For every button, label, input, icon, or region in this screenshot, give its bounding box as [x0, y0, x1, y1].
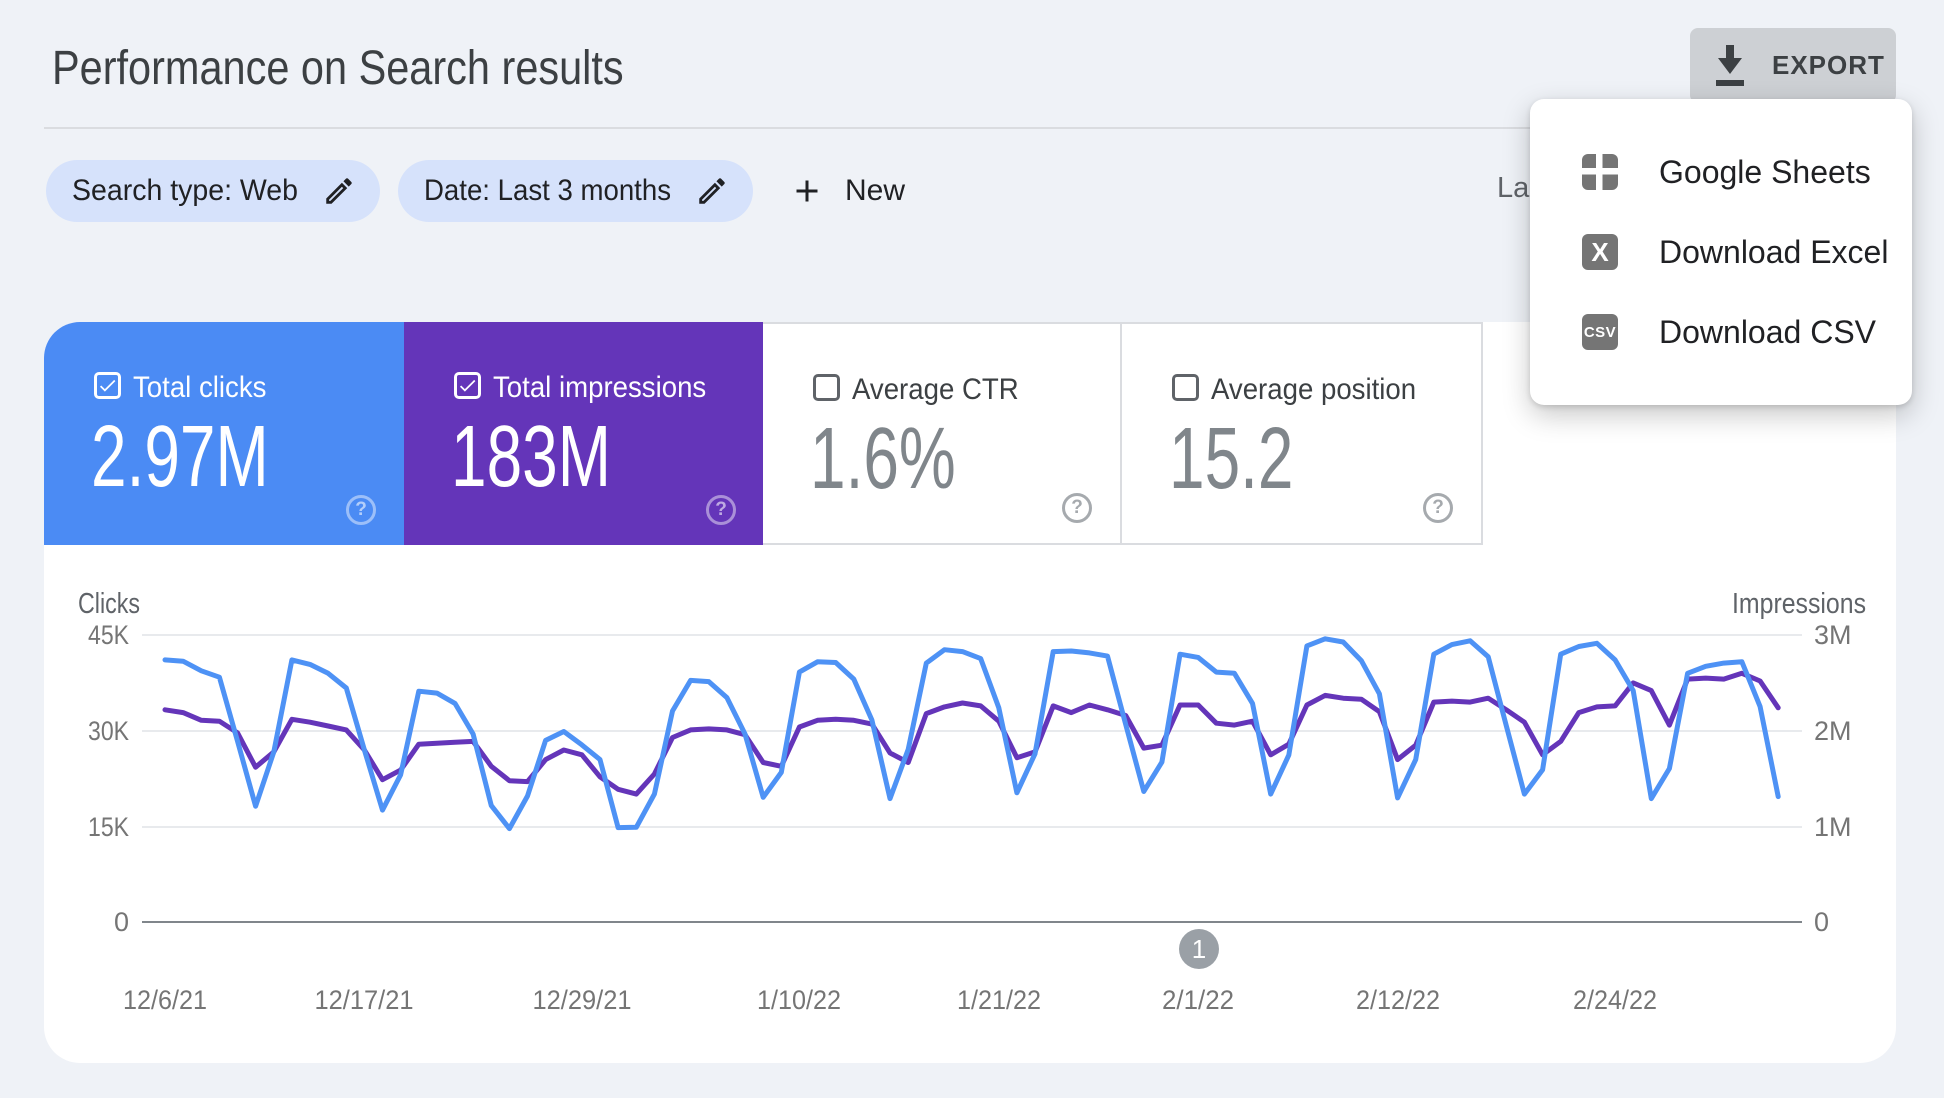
- svg-text:1/21/22: 1/21/22: [957, 985, 1041, 1015]
- svg-text:30K: 30K: [88, 716, 129, 746]
- svg-text:45K: 45K: [88, 620, 129, 650]
- svg-text:Clicks: Clicks: [78, 588, 140, 620]
- svg-text:1/10/22: 1/10/22: [757, 985, 841, 1015]
- svg-text:2/24/22: 2/24/22: [1573, 985, 1657, 1015]
- svg-text:CSV: CSV: [1584, 324, 1616, 341]
- svg-text:3M: 3M: [1814, 620, 1852, 650]
- svg-text:0: 0: [1814, 907, 1829, 937]
- svg-text:2/1/22: 2/1/22: [1162, 985, 1234, 1015]
- svg-text:X: X: [1591, 237, 1609, 267]
- svg-text:0: 0: [114, 907, 129, 937]
- svg-text:1: 1: [1192, 934, 1206, 964]
- svg-text:12/6/21: 12/6/21: [123, 985, 207, 1015]
- svg-text:2M: 2M: [1814, 716, 1852, 746]
- svg-text:1M: 1M: [1814, 812, 1852, 842]
- svg-text:2/12/22: 2/12/22: [1356, 985, 1440, 1015]
- svg-text:12/17/21: 12/17/21: [315, 985, 414, 1015]
- svg-text:Impressions: Impressions: [1732, 588, 1866, 620]
- svg-text:12/29/21: 12/29/21: [533, 985, 632, 1015]
- svg-text:15K: 15K: [88, 812, 129, 842]
